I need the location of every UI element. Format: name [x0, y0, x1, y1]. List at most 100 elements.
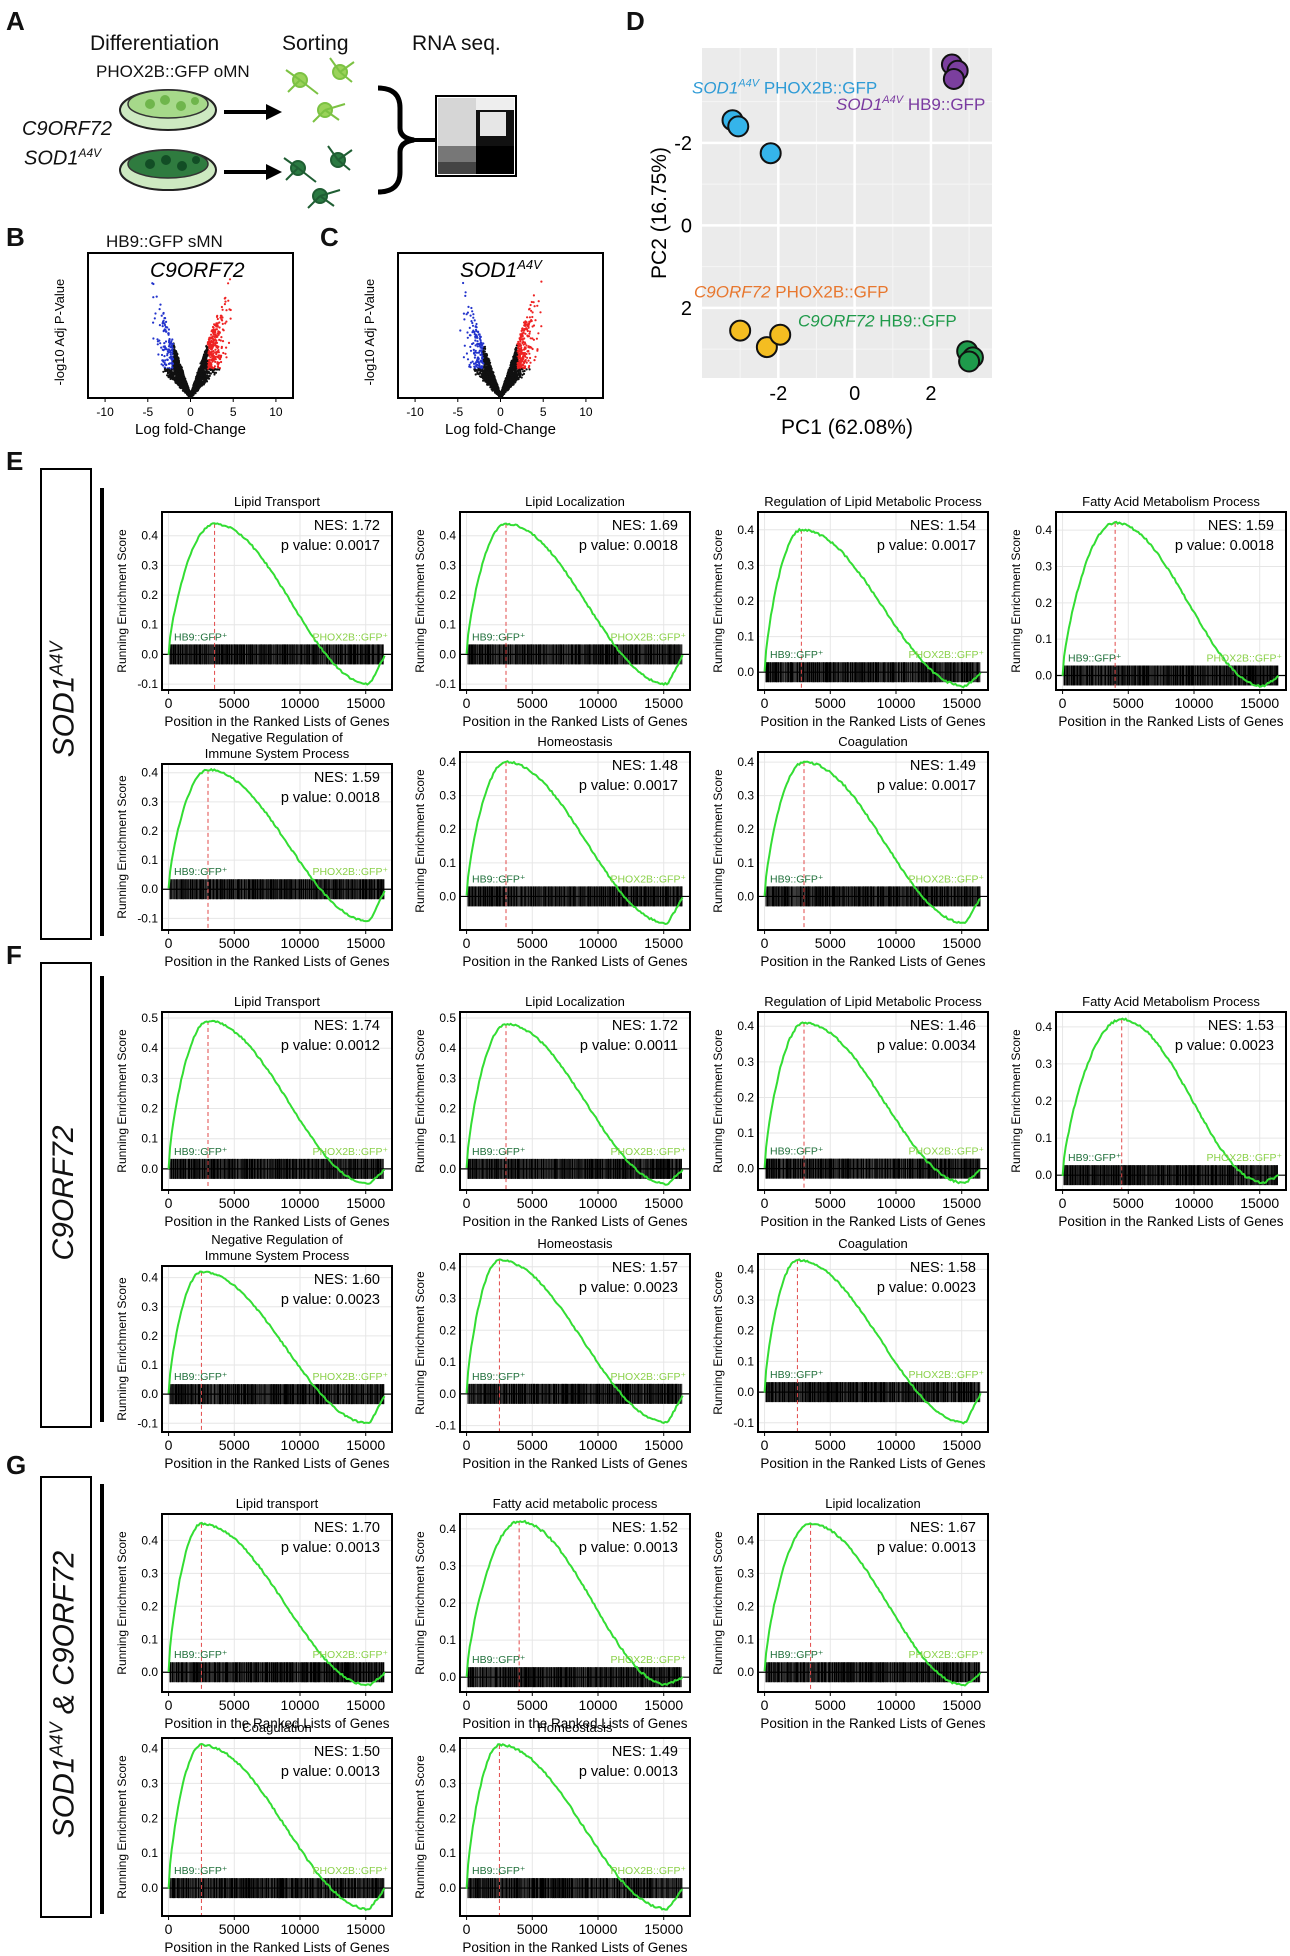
- gsea-ytick-label: 0.2: [141, 1599, 158, 1613]
- gsea-xtick-label: 10000: [877, 695, 916, 711]
- gsea-ytick-label: 0.5: [141, 1011, 158, 1025]
- gsea-ytick-label: 0.0: [737, 665, 754, 679]
- gsea-xlabel: Position in the Ranked Lists of Genes: [164, 1940, 389, 1955]
- gsea-xtick-label: 5000: [219, 935, 250, 951]
- gsea-plot-e6: Homeostasis0.40.30.20.10.0HB9::GFP⁺PHOX2…: [410, 730, 702, 970]
- gsea-ytick-label: 0.3: [439, 1776, 456, 1790]
- gsea-nes: NES: 1.54: [910, 518, 976, 534]
- gsea-label-phox: PHOX2B::GFP⁺: [312, 866, 388, 878]
- gsea-ytick-label: 0.0: [141, 1881, 158, 1895]
- gsea-ytick-label: 0.2: [439, 1102, 456, 1116]
- gsea-ytick-label: 0.2: [737, 1090, 754, 1104]
- dish-top-icon: [120, 90, 216, 130]
- gsea-ylabel: Running Enrichment Score: [115, 775, 129, 919]
- gsea-plot-area: [162, 1266, 392, 1432]
- gsea-xtick-label: 0: [165, 1697, 173, 1713]
- gsea-ytick-label: 0.1: [1035, 632, 1052, 646]
- gsea-label-phox: PHOX2B::GFP⁺: [610, 1654, 686, 1666]
- gsea-ytick-label: 0.2: [1035, 596, 1052, 610]
- gsea-ytick-label: 0.3: [141, 1071, 158, 1085]
- gsea-title: Regulation of Lipid Metabolic Process: [764, 994, 982, 1009]
- pca-xtick-label: -2: [769, 383, 787, 405]
- gsea-xtick-label: 15000: [1240, 1195, 1279, 1211]
- gsea-ylabel: Running Enrichment Score: [115, 1531, 129, 1675]
- gsea-ytick-label: 0.3: [141, 1300, 158, 1314]
- gsea-xtick-label: 10000: [281, 1697, 320, 1713]
- gsea-ylabel: Running Enrichment Score: [413, 1029, 427, 1173]
- panel-letter-d: D: [626, 6, 645, 37]
- gsea-label-hb9: HB9::GFP⁺: [472, 1371, 525, 1383]
- gsea-label-phox: PHOX2B::GFP⁺: [610, 1865, 686, 1877]
- gsea-xtick-label: 15000: [942, 1195, 981, 1211]
- gsea-nes: NES: 1.60: [314, 1272, 380, 1288]
- gsea-pvalue: p value: 0.0018: [579, 538, 678, 554]
- gsea-label-hb9: HB9::GFP⁺: [1068, 1152, 1121, 1164]
- gsea-ytick-label: 0.0: [439, 1670, 456, 1684]
- gsea-xtick-label: 5000: [815, 935, 846, 951]
- gsea-ytick-label: 0.1: [439, 1132, 456, 1146]
- gsea-hit-barcode: [170, 1878, 384, 1898]
- gsea-ytick-label: 0.0: [737, 889, 754, 903]
- gsea-ytick-label: 0.0: [1035, 1168, 1052, 1182]
- gsea-xtick-label: 5000: [517, 935, 548, 951]
- gsea-xtick-label: 15000: [644, 1437, 683, 1453]
- gsea-pvalue: p value: 0.0023: [1175, 1038, 1274, 1054]
- gsea-xlabel: Position in the Ranked Lists of Genes: [760, 1456, 985, 1471]
- gsea-nes: NES: 1.57: [612, 1260, 678, 1276]
- gsea-ytick-label: -0.1: [137, 677, 158, 691]
- gsea-xtick-label: 10000: [1175, 1195, 1214, 1211]
- panel-letter-e: E: [6, 446, 23, 477]
- gsea-label-phox: PHOX2B::GFP⁺: [1206, 1152, 1282, 1164]
- gsea-plot-f2: Lipid Localization0.50.40.30.20.10.0HB9:…: [410, 990, 702, 1230]
- gsea-xtick-label: 10000: [877, 1697, 916, 1713]
- volcano-xtick-label: 0: [497, 405, 504, 419]
- gsea-ytick-label: 0.2: [1035, 1094, 1052, 1108]
- gsea-plot-e1: Lipid Transport0.40.30.20.10.0-0.1HB9::G…: [112, 490, 404, 730]
- gsea-ytick-label: 0.1: [439, 1846, 456, 1860]
- gsea-ytick-label: 0.0: [141, 1387, 158, 1401]
- gsea-hit-barcode: [468, 886, 682, 906]
- gsea-ytick-label: 0.4: [141, 1271, 158, 1285]
- gsea-xtick-label: 15000: [644, 1195, 683, 1211]
- gsea-nes: NES: 1.70: [314, 1520, 380, 1536]
- gsea-title: Lipid Localization: [525, 994, 625, 1009]
- gsea-ytick-label: 0.5: [439, 1011, 456, 1025]
- gsea-xtick-label: 10000: [579, 1697, 618, 1713]
- gsea-ytick-label: 0.4: [141, 1741, 158, 1755]
- gsea-plot-g4: Coagulation0.40.30.20.10.0HB9::GFP⁺PHOX2…: [112, 1716, 404, 1956]
- gsea-xtick-label: 5000: [219, 695, 250, 711]
- gsea-label-hb9: HB9::GFP⁺: [174, 1865, 227, 1877]
- gsea-title: Homeostasis: [537, 1236, 613, 1251]
- bracket-f: [100, 976, 104, 1422]
- gsea-pvalue: p value: 0.0034: [877, 1038, 976, 1054]
- gsea-xtick-label: 5000: [815, 695, 846, 711]
- arrow-bottom-icon: [224, 164, 282, 180]
- gsea-ytick-label: 0.1: [439, 1355, 456, 1369]
- gsea-label-phox: PHOX2B::GFP⁺: [908, 1649, 984, 1661]
- gsea-title: Lipid Transport: [234, 994, 320, 1009]
- gsea-ytick-label: 0.3: [439, 1292, 456, 1306]
- gsea-pvalue: p value: 0.0023: [579, 1280, 678, 1296]
- gsea-ytick-label: 0.4: [1035, 1020, 1052, 1034]
- gsea-ytick-label: 0.0: [1035, 668, 1052, 682]
- gsea-xtick-label: 0: [165, 1921, 173, 1937]
- gsea-label-hb9: HB9::GFP⁺: [770, 649, 823, 661]
- volcano-xtick-label: -10: [406, 405, 424, 419]
- gsea-ytick-label: 0.4: [141, 1533, 158, 1547]
- gsea-plot-g3: Lipid localization0.40.30.20.10.0HB9::GF…: [708, 1492, 1000, 1732]
- gsea-hit-barcode: [170, 1159, 383, 1179]
- gsea-xtick-label: 0: [1059, 695, 1067, 711]
- gsea-xtick-label: 10000: [281, 1437, 320, 1453]
- side-label-e: SOD1A4V: [47, 600, 82, 800]
- gsea-ytick-label: 0.4: [141, 1041, 158, 1055]
- gsea-ytick-label: 0.3: [737, 1055, 754, 1069]
- gsea-ytick-label: 0.4: [439, 1041, 456, 1055]
- gsea-xtick-label: 15000: [644, 1921, 683, 1937]
- gsea-ytick-label: 0.4: [737, 1019, 754, 1033]
- gsea-xtick-label: 0: [761, 695, 769, 711]
- gsea-ytick-label: 0.2: [439, 822, 456, 836]
- gsea-ytick-label: 0.3: [737, 558, 754, 572]
- gsea-ytick-label: 0.4: [1035, 523, 1052, 537]
